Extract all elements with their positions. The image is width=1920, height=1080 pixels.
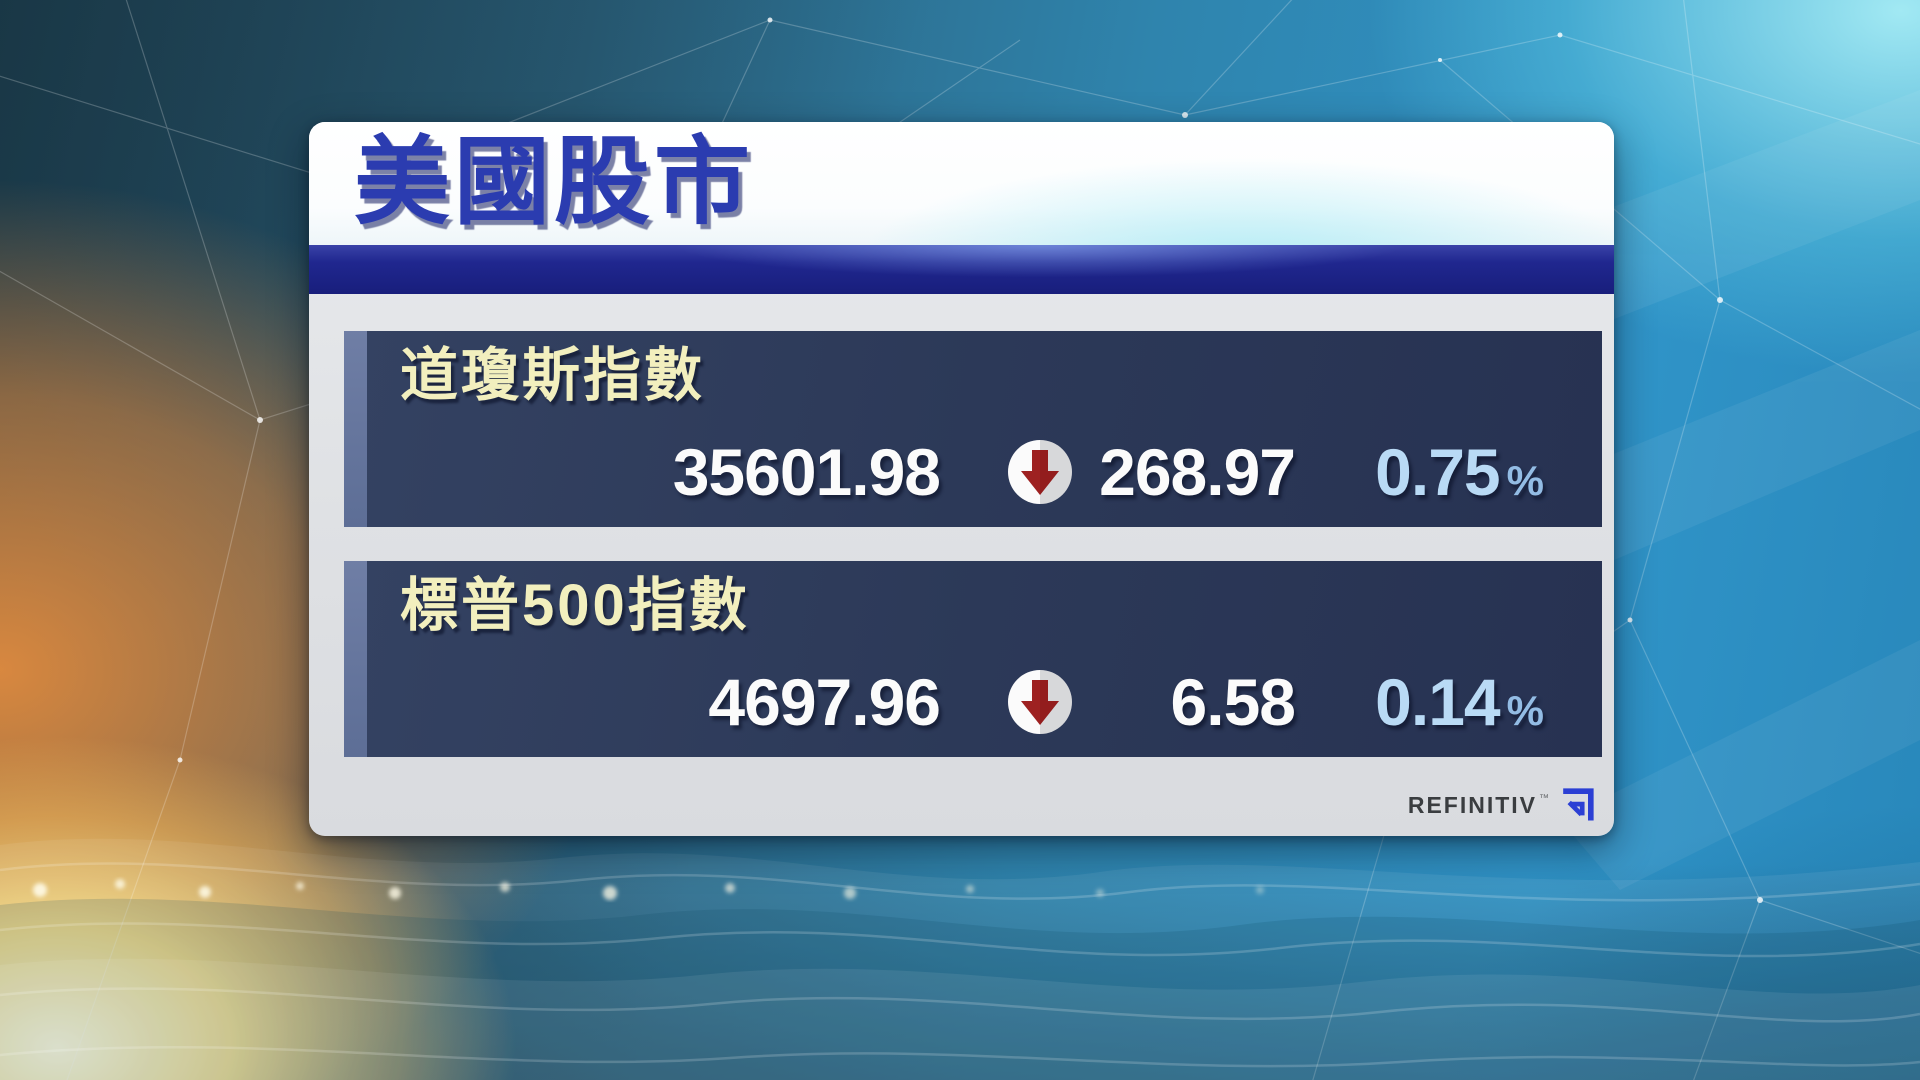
index-change: 268.97 bbox=[1099, 435, 1296, 509]
index-name: 道瓊斯指數 bbox=[400, 343, 706, 408]
down-arrow-icon bbox=[1007, 669, 1073, 735]
panel-title: 美國股市 bbox=[354, 129, 754, 236]
index-row-sp500: 標普500指數 4697.96 bbox=[344, 561, 1602, 757]
panel-footer: REFINITIV ™ bbox=[309, 757, 1614, 836]
refinitiv-mark-icon bbox=[1563, 788, 1594, 821]
index-value: 4697.96 bbox=[708, 665, 941, 739]
index-values: 4697.96 6.58 bbox=[344, 667, 1602, 737]
down-arrow-icon bbox=[1007, 439, 1073, 505]
refinitiv-logo: REFINITIV ™ bbox=[1408, 786, 1596, 824]
header-divider-bar bbox=[309, 245, 1614, 294]
index-percent: 0.75% bbox=[1375, 435, 1544, 509]
percent-sign: % bbox=[1506, 457, 1544, 504]
row-accent-stripe bbox=[344, 331, 367, 527]
us-stocks-panel: 美國股市 道瓊斯指數 35601.98 bbox=[309, 122, 1614, 836]
index-name: 標普500指數 bbox=[400, 573, 750, 638]
panel-header: 美國股市 bbox=[309, 122, 1614, 245]
index-values: 35601.98 268.9 bbox=[344, 437, 1602, 507]
bottom-waves bbox=[0, 838, 1920, 1080]
percent-sign: % bbox=[1506, 687, 1544, 734]
index-row-dow-jones: 道瓊斯指數 35601.98 bbox=[344, 331, 1602, 527]
row-accent-stripe bbox=[344, 561, 367, 757]
index-rows: 道瓊斯指數 35601.98 bbox=[344, 331, 1602, 757]
bokeh-dots bbox=[33, 879, 1264, 900]
refinitiv-wordmark: REFINITIV bbox=[1407, 791, 1537, 818]
index-percent: 0.14% bbox=[1375, 665, 1544, 739]
trademark-symbol: ™ bbox=[1539, 792, 1549, 804]
index-value: 35601.98 bbox=[672, 435, 941, 509]
index-change: 6.58 bbox=[1170, 665, 1296, 739]
